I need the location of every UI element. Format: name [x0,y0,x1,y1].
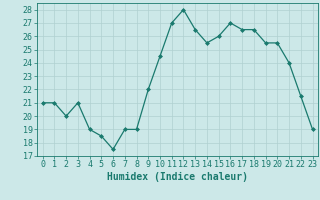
X-axis label: Humidex (Indice chaleur): Humidex (Indice chaleur) [107,172,248,182]
